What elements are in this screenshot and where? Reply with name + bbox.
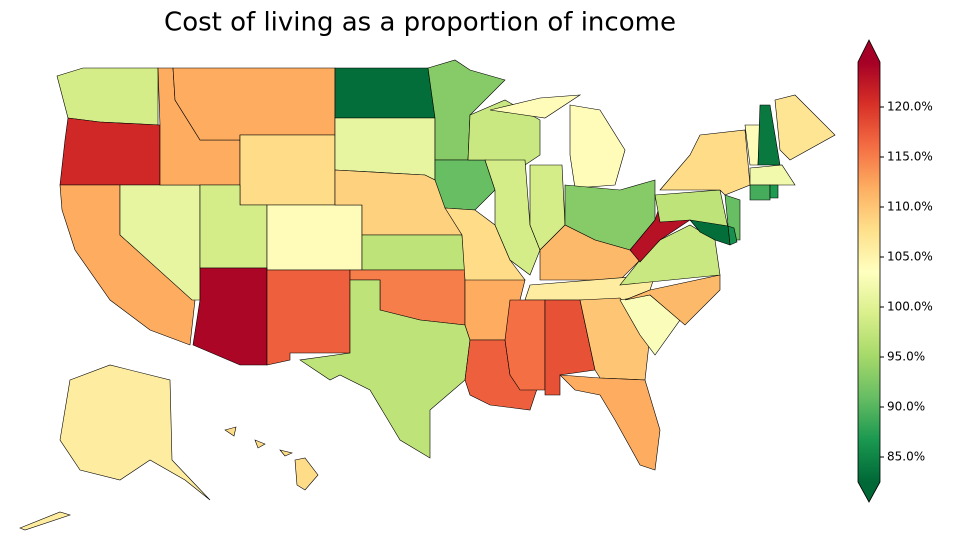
state-region [361,234,466,271]
state-region [19,511,71,531]
state-region [559,374,661,471]
colorbar-tick-label: 90.0% [887,400,925,414]
state-region [279,449,293,457]
colorbar-tick-label: 110.0% [887,200,933,214]
state-region [239,134,336,206]
chart-title: Cost of living as a proportion of income [164,8,676,38]
colorbar-tick-label: 85.0% [887,450,925,464]
state-region [334,67,436,119]
state-region [434,159,496,211]
state-region [774,94,836,161]
state-region [56,67,159,126]
colorbar-extend-bottom [858,482,880,502]
colorbar-tick-label: 105.0% [887,250,933,264]
state-region [172,67,336,141]
state-region [294,457,319,491]
colorbar-tick-label: 115.0% [887,150,933,164]
colorbar [858,62,880,482]
state-region [749,184,771,201]
state-region [769,184,779,199]
colorbar-extend-top [858,40,880,62]
state-region [224,426,237,437]
state-region [489,94,582,119]
state-region [659,129,751,196]
state-region [299,279,471,459]
colorbar-outline [857,39,881,503]
state-region [266,269,351,366]
colorbar-tick-label: 120.0% [887,100,933,114]
state-region [467,99,541,166]
state-region [689,219,731,246]
state-region [484,159,541,276]
state-region [266,204,363,271]
state-region [569,104,626,189]
state-region [59,364,211,501]
state-region [624,274,721,326]
colorbar-tick-label: 95.0% [887,350,925,364]
state-region [192,267,268,366]
state-region [59,117,161,186]
colorbar-tick-label: 100.0% [887,300,933,314]
state-region [254,439,266,449]
state-region [749,164,796,186]
state-region [504,299,546,391]
